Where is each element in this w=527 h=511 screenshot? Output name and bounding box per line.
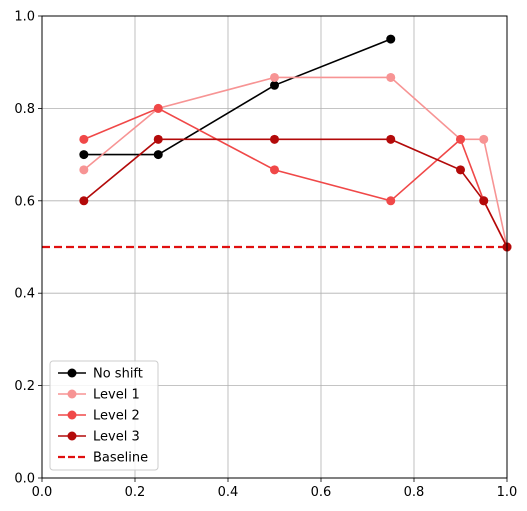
legend-marker xyxy=(67,389,77,399)
x-tick-label: 0.2 xyxy=(125,485,146,500)
data-point xyxy=(386,134,396,144)
data-point xyxy=(270,72,279,82)
legend-marker xyxy=(67,368,77,378)
data-point xyxy=(79,134,89,144)
x-tick-label: 1.0 xyxy=(497,485,518,500)
y-tick-label: 0.6 xyxy=(14,194,35,209)
data-point xyxy=(386,34,396,44)
data-point xyxy=(270,80,279,90)
legend-label: No shift xyxy=(93,367,143,382)
x-tick-label: 0.6 xyxy=(311,485,332,500)
data-point xyxy=(79,165,89,175)
data-point xyxy=(479,134,489,144)
series-lines xyxy=(79,34,512,252)
data-point xyxy=(79,150,89,160)
series-line xyxy=(83,38,392,156)
data-point xyxy=(153,150,163,160)
legend-box xyxy=(49,360,159,471)
data-point xyxy=(456,134,465,144)
series-1 xyxy=(79,72,512,252)
data-point xyxy=(386,196,396,206)
x-tick-label: 0.4 xyxy=(218,485,239,500)
legend-label: Level 1 xyxy=(93,388,140,403)
series-3 xyxy=(79,134,512,252)
data-point xyxy=(479,196,489,206)
data-point xyxy=(456,165,465,175)
data-point xyxy=(270,165,279,175)
legend-marker xyxy=(67,431,77,441)
y-axis-ticks: 0.0 0.2 0.4 0.6 0.8 1.0 xyxy=(14,10,42,487)
legend-label: Level 3 xyxy=(93,430,140,445)
data-point xyxy=(153,103,163,113)
x-axis-ticks: 0.0 0.2 0.4 0.6 0.8 1.0 xyxy=(32,478,518,500)
series-line xyxy=(83,107,508,248)
plot-frame xyxy=(41,15,508,479)
y-tick-label: 0.8 xyxy=(14,102,35,117)
data-point xyxy=(270,134,279,144)
y-tick-label: 1.0 xyxy=(14,10,35,25)
y-tick-label: 0.0 xyxy=(14,472,35,487)
series-0 xyxy=(79,34,396,160)
data-point xyxy=(153,134,163,144)
legend: No shift Level 1 Level 2 Level 3 Baseline xyxy=(49,360,159,471)
data-point xyxy=(79,196,89,206)
series-line xyxy=(83,138,508,248)
legend-label: Baseline xyxy=(93,451,148,466)
data-point xyxy=(386,72,396,82)
y-tick-label: 0.4 xyxy=(14,287,35,302)
x-tick-label: 0.0 xyxy=(32,485,53,500)
x-tick-label: 0.8 xyxy=(404,485,425,500)
y-tick-label: 0.2 xyxy=(14,379,35,394)
legend-marker xyxy=(67,410,77,420)
legend-label: Level 2 xyxy=(93,409,140,424)
